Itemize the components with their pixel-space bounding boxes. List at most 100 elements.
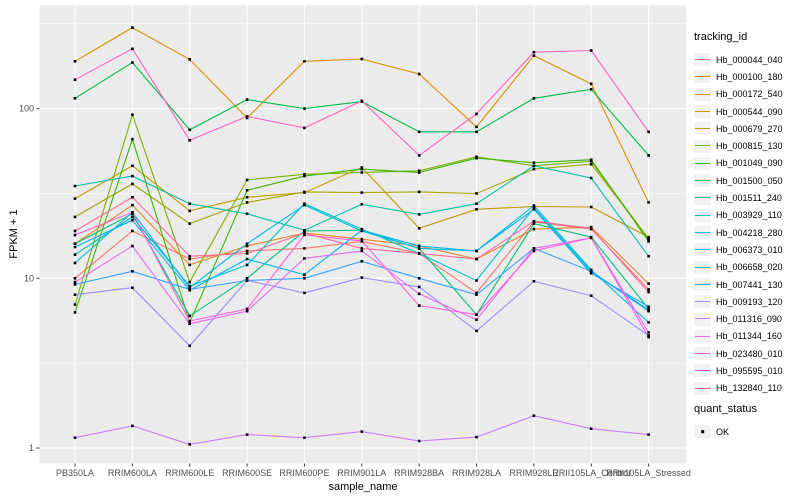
x-tick-label: RRIM600LE xyxy=(165,468,214,478)
data-point xyxy=(532,219,536,223)
legend-item: Hb_011316_090 xyxy=(694,310,800,327)
data-point xyxy=(131,244,134,248)
data-point xyxy=(73,97,77,100)
data-point xyxy=(589,270,593,273)
data-point xyxy=(417,171,421,174)
data-point xyxy=(417,72,421,76)
data-point xyxy=(245,257,249,261)
data-point xyxy=(188,344,191,348)
data-point xyxy=(589,88,593,91)
x-tick-label: RRIM901LA xyxy=(337,468,386,478)
data-point xyxy=(188,58,191,61)
legend-item-label: Hb_001049_090 xyxy=(716,158,783,169)
data-point xyxy=(360,249,364,253)
legend-item-label: Hb_001500_050 xyxy=(716,175,783,186)
data-point xyxy=(245,252,249,255)
data-point xyxy=(417,439,421,443)
data-point xyxy=(245,178,249,182)
data-point xyxy=(303,257,306,260)
legend-key-box xyxy=(694,295,711,309)
data-point xyxy=(417,292,421,296)
data-point xyxy=(188,128,191,132)
legend-key-line-icon xyxy=(695,180,710,182)
data-point xyxy=(73,233,77,237)
data-point xyxy=(303,107,306,110)
data-point xyxy=(475,112,478,116)
data-point xyxy=(188,288,191,291)
legend-item-label: Hb_132840_110 xyxy=(716,383,782,394)
legend-key-line-icon xyxy=(695,301,710,303)
x-tick-label: RRII105LA_Stressed xyxy=(606,468,691,478)
legend-item: Hb_095595_010 xyxy=(694,362,800,379)
data-point xyxy=(647,154,650,157)
data-point xyxy=(647,130,650,134)
legend-key-line-icon xyxy=(695,266,710,268)
legend-item-label: Hb_009193_120 xyxy=(716,296,783,307)
data-point xyxy=(303,202,306,205)
data-point xyxy=(647,305,650,308)
data-point xyxy=(475,249,478,253)
data-point xyxy=(475,318,478,321)
data-point xyxy=(647,201,650,204)
legend-item-label: OK xyxy=(716,426,730,437)
legend-key-line-icon xyxy=(695,335,710,337)
data-point xyxy=(532,280,536,283)
legend-quant-status-items: OK xyxy=(694,423,800,440)
legend-item: Hb_004218_280 xyxy=(694,224,800,241)
data-point xyxy=(188,222,191,225)
data-point xyxy=(360,237,364,241)
x-tick-label: RRIM600LA xyxy=(108,468,157,478)
data-point xyxy=(417,154,421,157)
data-point xyxy=(131,113,134,116)
data-point xyxy=(245,277,249,280)
black-square-point-icon xyxy=(700,429,705,434)
y-tick-label: 100 xyxy=(19,104,34,114)
data-point xyxy=(303,173,306,176)
data-point xyxy=(131,203,134,207)
data-point xyxy=(188,257,191,261)
legend-item: Hb_006373_010 xyxy=(694,241,800,258)
data-point xyxy=(73,229,77,233)
legend-key-line-icon xyxy=(695,58,710,60)
data-point xyxy=(73,245,77,249)
data-points xyxy=(73,26,650,446)
legend-item-label: Hb_000172_540 xyxy=(716,89,783,100)
data-point xyxy=(73,280,77,284)
data-point xyxy=(73,60,77,63)
data-point xyxy=(417,227,421,230)
data-point xyxy=(417,252,421,255)
data-point xyxy=(589,162,593,166)
data-point xyxy=(188,443,191,446)
legend-key-line-icon xyxy=(695,370,710,372)
legend-item-label: Hb_004218_280 xyxy=(716,227,783,238)
data-point xyxy=(73,311,77,314)
data-point xyxy=(475,125,478,129)
data-point xyxy=(188,209,191,213)
data-point xyxy=(589,49,593,52)
data-point xyxy=(245,263,249,267)
data-point xyxy=(245,309,249,313)
data-point xyxy=(73,283,77,286)
data-point xyxy=(303,291,306,295)
data-point xyxy=(532,222,536,225)
data-point xyxy=(532,54,536,57)
data-point xyxy=(532,164,536,168)
legend-key-box xyxy=(694,174,711,188)
data-point xyxy=(131,26,134,29)
data-point xyxy=(647,331,650,334)
data-point xyxy=(131,211,134,214)
data-point xyxy=(532,208,536,211)
x-axis-title: sample_name xyxy=(328,481,398,493)
data-point xyxy=(532,227,536,231)
data-point xyxy=(417,213,421,216)
data-point xyxy=(188,263,191,267)
data-point xyxy=(360,167,364,171)
data-point xyxy=(647,290,650,294)
data-point xyxy=(417,277,421,280)
data-point xyxy=(532,206,536,210)
data-point xyxy=(73,78,77,81)
legend-item-label: Hb_000544_090 xyxy=(716,106,783,117)
data-point xyxy=(360,171,364,174)
data-point xyxy=(360,191,364,194)
